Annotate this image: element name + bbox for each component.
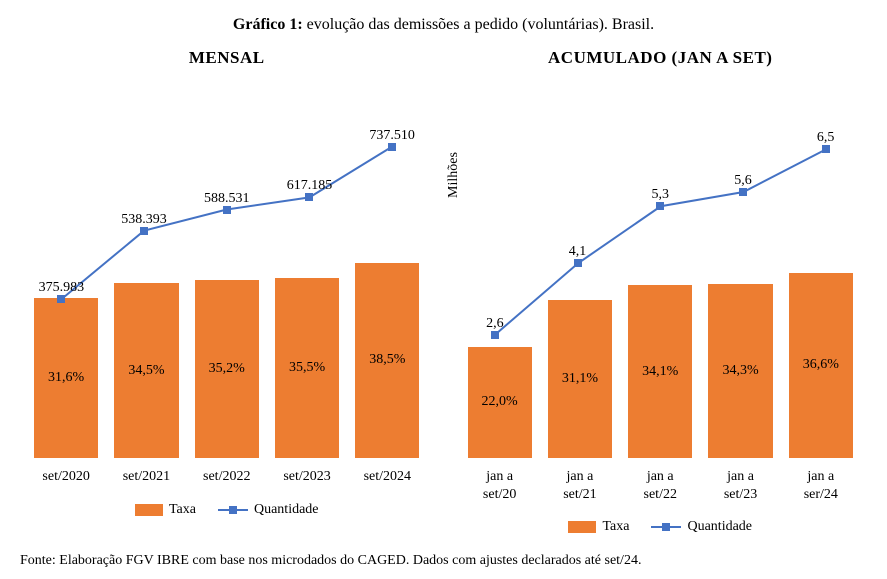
legend-item-quantidade: Quantidade bbox=[218, 502, 319, 518]
line-value-label: 6,5 bbox=[817, 130, 835, 146]
line-marker bbox=[491, 331, 499, 339]
legend-label-quantidade: Quantidade bbox=[254, 502, 319, 518]
x-axis-label: jan aset/20 bbox=[460, 468, 540, 503]
swatch-bar-icon bbox=[568, 521, 596, 533]
bar-value-label: 36,6% bbox=[803, 357, 839, 373]
x-axis-label: set/2022 bbox=[187, 468, 267, 486]
line-value-label: 4,1 bbox=[569, 244, 587, 260]
legend-label-taxa-r: Taxa bbox=[602, 519, 629, 535]
line-value-label: 2,6 bbox=[486, 315, 504, 331]
line-marker bbox=[656, 202, 664, 210]
line-value-label: 375.983 bbox=[39, 280, 85, 296]
bar: 31,1% bbox=[548, 300, 612, 458]
bar-slot: 31,6% bbox=[26, 78, 106, 458]
bar-slot: 31,1% bbox=[540, 78, 620, 458]
bar: 38,5% bbox=[355, 263, 419, 458]
chart-panel-mensal: MENSAL 31,6% 34,5% 35,2% 35,5% 38,5% 375.983 5… bbox=[20, 48, 434, 535]
line-value-label: 5,3 bbox=[652, 187, 670, 203]
legend-item-taxa: Taxa bbox=[135, 502, 196, 518]
legend-right: Taxa Quantidade bbox=[454, 519, 868, 535]
x-axis-label: set/2023 bbox=[267, 468, 347, 486]
title-bold: Gráfico 1: bbox=[233, 16, 303, 33]
chart-title-right: ACUMULADO (JAN A SET) bbox=[454, 48, 868, 68]
line-value-label: 588.531 bbox=[204, 190, 250, 206]
source-text: Fonte: Elaboração FGV IBRE com base nos … bbox=[20, 553, 867, 569]
line-value-label: 737.510 bbox=[369, 127, 415, 143]
bar: 31,6% bbox=[34, 298, 98, 458]
legend-left: Taxa Quantidade bbox=[20, 502, 434, 518]
legend-item-taxa-r: Taxa bbox=[568, 519, 629, 535]
line-marker bbox=[574, 259, 582, 267]
bar-value-label: 34,5% bbox=[128, 363, 164, 379]
bar-value-label: 31,1% bbox=[562, 371, 598, 387]
bar-value-label: 34,1% bbox=[642, 364, 678, 380]
x-axis-label: jan aset/21 bbox=[540, 468, 620, 503]
chart-main-title: Gráfico 1: evolução das demissões a pedi… bbox=[20, 16, 867, 34]
line-marker bbox=[739, 188, 747, 196]
line-marker bbox=[822, 145, 830, 153]
bar-slot: 35,2% bbox=[187, 78, 267, 458]
swatch-bar-icon bbox=[135, 504, 163, 516]
swatch-line-icon bbox=[651, 520, 681, 534]
bar-value-label: 35,5% bbox=[289, 360, 325, 376]
bar-value-label: 35,2% bbox=[209, 361, 245, 377]
bar-value-label: 31,6% bbox=[48, 370, 84, 386]
x-axis-label: jan aser/24 bbox=[781, 468, 861, 503]
x-axis-label: set/2021 bbox=[106, 468, 186, 486]
line-marker bbox=[388, 143, 396, 151]
bar-slot: 22,0% bbox=[460, 78, 540, 458]
bar-slot: 34,5% bbox=[106, 78, 186, 458]
plot-area-left: 31,6% 34,5% 35,2% 35,5% 38,5% 375.983 538.393 5… bbox=[20, 78, 434, 458]
bar: 22,0% bbox=[468, 347, 532, 458]
line-value-label: 538.393 bbox=[121, 211, 167, 227]
bar-value-label: 34,3% bbox=[722, 363, 758, 379]
x-labels-left: set/2020set/2021set/2022set/2023set/2024 bbox=[20, 468, 434, 486]
bar: 34,5% bbox=[114, 283, 178, 458]
legend-label-taxa: Taxa bbox=[169, 502, 196, 518]
bar-value-label: 38,5% bbox=[369, 352, 405, 368]
bar: 35,2% bbox=[195, 280, 259, 458]
title-rest: evolução das demissões a pedido (voluntá… bbox=[303, 16, 654, 33]
charts-row: MENSAL 31,6% 34,5% 35,2% 35,5% 38,5% 375.983 5… bbox=[20, 48, 867, 535]
bar: 36,6% bbox=[789, 273, 853, 458]
line-marker bbox=[57, 295, 65, 303]
bar-slot: 35,5% bbox=[267, 78, 347, 458]
x-axis-label: set/2020 bbox=[26, 468, 106, 486]
line-value-label: 5,6 bbox=[734, 173, 752, 189]
x-labels-right: jan aset/20jan aset/21jan aset/22jan ase… bbox=[454, 468, 868, 503]
bar-slot: 34,3% bbox=[700, 78, 780, 458]
legend-item-quantidade-r: Quantidade bbox=[651, 519, 752, 535]
bar: 35,5% bbox=[275, 278, 339, 458]
line-marker bbox=[305, 193, 313, 201]
x-axis-label: jan aset/22 bbox=[620, 468, 700, 503]
line-marker bbox=[223, 206, 231, 214]
x-axis-label: set/2024 bbox=[347, 468, 427, 486]
swatch-line-icon bbox=[218, 503, 248, 517]
bar: 34,1% bbox=[628, 285, 692, 458]
line-value-label: 617.185 bbox=[287, 178, 333, 194]
line-marker bbox=[140, 227, 148, 235]
x-axis-label: jan aset/23 bbox=[700, 468, 780, 503]
plot-area-right: 22,0% 31,1% 34,1% 34,3% 36,6% 2,6 4,1 5,3 5,6 6,5 bbox=[454, 78, 868, 458]
bar-value-label: 22,0% bbox=[482, 394, 518, 410]
chart-title-left: MENSAL bbox=[20, 48, 434, 68]
legend-label-quantidade-r: Quantidade bbox=[687, 519, 752, 535]
bar-slot: 34,1% bbox=[620, 78, 700, 458]
chart-panel-acumulado: ACUMULADO (JAN A SET) Milhões 22,0%31,1%… bbox=[454, 48, 868, 535]
bar: 34,3% bbox=[708, 284, 772, 458]
